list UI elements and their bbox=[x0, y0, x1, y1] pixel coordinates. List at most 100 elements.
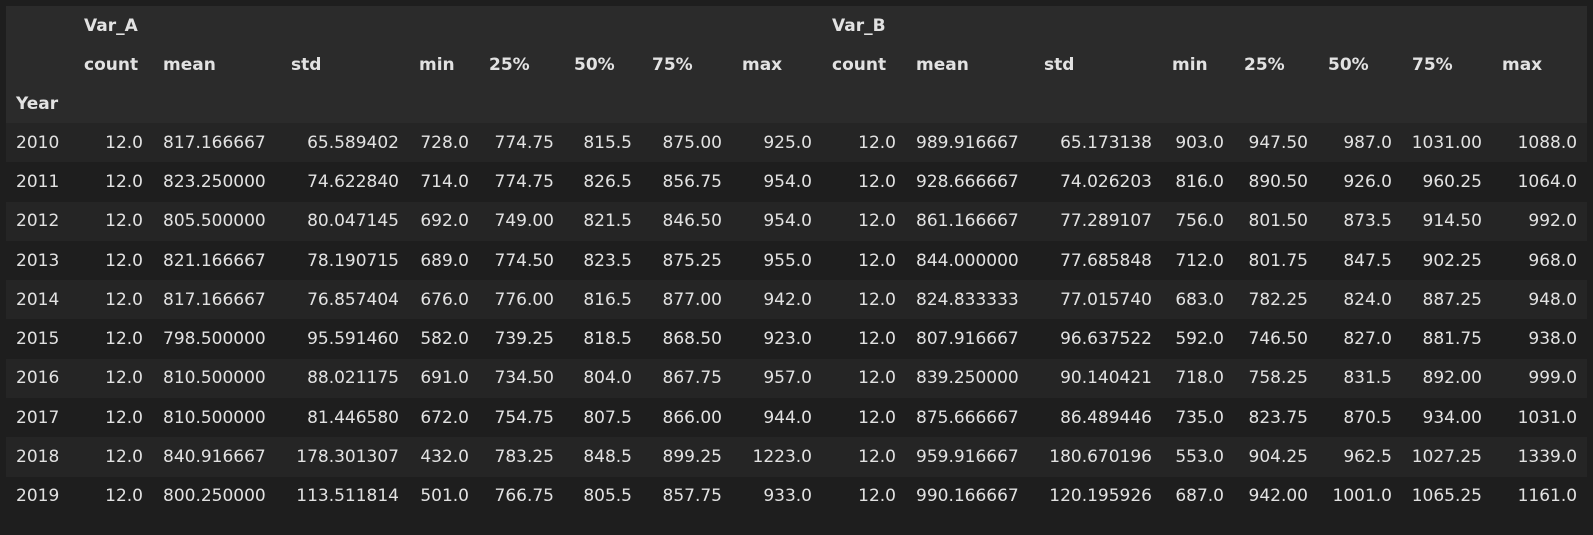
table-cell: 1031.0 bbox=[1492, 398, 1588, 438]
table-cell: 86.489446 bbox=[1034, 398, 1162, 438]
table-cell: 12.0 bbox=[74, 280, 153, 320]
index-name-filler bbox=[74, 84, 1588, 123]
table-cell: 815.5 bbox=[564, 123, 642, 163]
table-cell: 823.5 bbox=[564, 240, 642, 281]
table-cell: 890.50 bbox=[1234, 162, 1318, 202]
table-cell: 948.0 bbox=[1492, 280, 1588, 320]
table-cell: 12.0 bbox=[822, 398, 906, 438]
table-cell: 746.50 bbox=[1234, 319, 1318, 359]
row-index-year: 2019 bbox=[6, 476, 74, 516]
table-cell: 821.166667 bbox=[153, 240, 281, 281]
table-cell: 12.0 bbox=[74, 162, 153, 202]
table-cell: 959.916667 bbox=[906, 437, 1034, 477]
column-header: 75% bbox=[642, 45, 732, 84]
table-cell: 683.0 bbox=[1162, 280, 1234, 320]
column-header: max bbox=[1492, 45, 1588, 84]
table-cell: 12.0 bbox=[74, 319, 153, 359]
table-cell: 81.446580 bbox=[281, 398, 409, 438]
table-cell: 805.500000 bbox=[153, 201, 281, 241]
table-cell: 1064.0 bbox=[1492, 162, 1588, 202]
table-cell: 1088.0 bbox=[1492, 123, 1588, 163]
table-cell: 810.500000 bbox=[153, 358, 281, 399]
table-cell: 987.0 bbox=[1318, 123, 1402, 163]
table-cell: 90.140421 bbox=[1034, 358, 1162, 399]
table-cell: 944.0 bbox=[732, 398, 822, 438]
table-cell: 12.0 bbox=[822, 319, 906, 359]
table-cell: 74.026203 bbox=[1034, 162, 1162, 202]
table-row: 2015 12.0 798.500000 95.591460 582.0 739.25 81… bbox=[6, 319, 1588, 359]
dataframe-output: Var_A Var_B count mean std min 25% 50% 7… bbox=[6, 6, 1588, 529]
table-cell: 938.0 bbox=[1492, 319, 1588, 359]
table-cell: 65.589402 bbox=[281, 123, 409, 163]
table-cell: 848.5 bbox=[564, 437, 642, 477]
table-cell: 758.25 bbox=[1234, 358, 1318, 399]
row-index-year: 2012 bbox=[6, 201, 74, 241]
table-cell: 754.75 bbox=[479, 398, 564, 438]
table-cell: 875.666667 bbox=[906, 398, 1034, 438]
table-cell: 804.0 bbox=[564, 358, 642, 399]
table-cell: 827.0 bbox=[1318, 319, 1402, 359]
table-cell: 78.190715 bbox=[281, 240, 409, 281]
table-cell: 1001.0 bbox=[1318, 476, 1402, 516]
group-header-var-b: Var_B bbox=[822, 6, 1588, 45]
table-cell: 12.0 bbox=[822, 280, 906, 320]
table-row: 2016 12.0 810.500000 88.021175 691.0 734.50 80… bbox=[6, 358, 1588, 399]
column-header: count bbox=[822, 45, 906, 84]
table-cell: 823.250000 bbox=[153, 162, 281, 202]
table-cell: 76.857404 bbox=[281, 280, 409, 320]
table-cell: 990.166667 bbox=[906, 476, 1034, 516]
table-cell: 65.173138 bbox=[1034, 123, 1162, 163]
table-cell: 739.25 bbox=[479, 319, 564, 359]
table-cell: 553.0 bbox=[1162, 437, 1234, 477]
table-cell: 712.0 bbox=[1162, 240, 1234, 281]
table-cell: 954.0 bbox=[732, 201, 822, 241]
table-cell: 96.637522 bbox=[1034, 319, 1162, 359]
table-cell: 868.50 bbox=[642, 319, 732, 359]
table-cell: 903.0 bbox=[1162, 123, 1234, 163]
table-cell: 501.0 bbox=[409, 476, 479, 516]
table-cell: 914.50 bbox=[1402, 201, 1492, 241]
index-name-row: Year bbox=[6, 84, 1588, 123]
table-cell: 810.500000 bbox=[153, 398, 281, 438]
table-cell: 992.0 bbox=[1492, 201, 1588, 241]
column-header: max bbox=[732, 45, 822, 84]
table-cell: 12.0 bbox=[822, 437, 906, 477]
table-cell: 824.833333 bbox=[906, 280, 1034, 320]
table-cell: 95.591460 bbox=[281, 319, 409, 359]
table-cell: 899.25 bbox=[642, 437, 732, 477]
table-cell: 857.75 bbox=[642, 476, 732, 516]
table-cell: 766.75 bbox=[479, 476, 564, 516]
table-cell: 989.916667 bbox=[906, 123, 1034, 163]
table-cell: 831.5 bbox=[1318, 358, 1402, 399]
table-row: 2012 12.0 805.500000 80.047145 692.0 749.00 82… bbox=[6, 201, 1588, 241]
table-cell: 672.0 bbox=[409, 398, 479, 438]
table-cell: 783.25 bbox=[479, 437, 564, 477]
index-name: Year bbox=[6, 84, 74, 123]
column-header: mean bbox=[906, 45, 1034, 84]
table-cell: 839.250000 bbox=[906, 358, 1034, 399]
column-header: min bbox=[409, 45, 479, 84]
table-cell: 807.916667 bbox=[906, 319, 1034, 359]
table-cell: 805.5 bbox=[564, 476, 642, 516]
row-index-year: 2017 bbox=[6, 398, 74, 438]
table-cell: 968.0 bbox=[1492, 240, 1588, 281]
table-cell: 846.50 bbox=[642, 201, 732, 241]
table-cell: 821.5 bbox=[564, 201, 642, 241]
row-index-year: 2010 bbox=[6, 123, 74, 163]
table-cell: 180.670196 bbox=[1034, 437, 1162, 477]
table-cell: 12.0 bbox=[822, 123, 906, 163]
table-cell: 12.0 bbox=[822, 240, 906, 281]
table-cell: 77.685848 bbox=[1034, 240, 1162, 281]
table-cell: 714.0 bbox=[409, 162, 479, 202]
table-cell: 782.25 bbox=[1234, 280, 1318, 320]
table-cell: 875.00 bbox=[642, 123, 732, 163]
table-row: 2013 12.0 821.166667 78.190715 689.0 774.50 82… bbox=[6, 240, 1588, 281]
table-cell: 12.0 bbox=[822, 358, 906, 399]
table-cell: 962.5 bbox=[1318, 437, 1402, 477]
table-cell: 592.0 bbox=[1162, 319, 1234, 359]
table-cell: 735.0 bbox=[1162, 398, 1234, 438]
table-cell: 816.0 bbox=[1162, 162, 1234, 202]
column-header: 50% bbox=[1318, 45, 1402, 84]
table-row: 2019 12.0 800.250000 113.511814 501.0 766.75 8… bbox=[6, 476, 1588, 516]
stat-header-row: count mean std min 25% 50% 75% max count… bbox=[6, 45, 1588, 84]
